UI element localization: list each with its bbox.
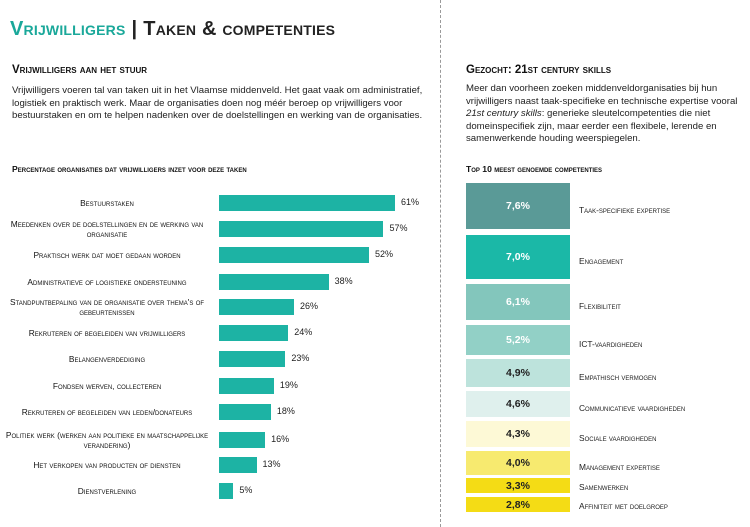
competency-label: ICT-vaardigheden bbox=[579, 339, 643, 349]
bar bbox=[219, 457, 257, 473]
bar-label: Rekruteren of begeleiden van leden/donat… bbox=[21, 407, 193, 417]
competency-value-box: 7,0% bbox=[466, 235, 570, 279]
bar-label: Fondsen werven, collecteren bbox=[52, 381, 162, 391]
competency-value-box: 4,3% bbox=[466, 421, 570, 447]
bar-label: Politiek werk (werken aan politieke en m… bbox=[5, 430, 209, 450]
competency-label: Flexibiliteit bbox=[579, 301, 621, 311]
bar bbox=[219, 404, 271, 420]
competency-value-box: 4,6% bbox=[466, 391, 570, 417]
bar bbox=[219, 195, 395, 211]
bar bbox=[219, 351, 286, 367]
bar-value-label: 61% bbox=[401, 197, 420, 207]
title-accent: Vrijwilligers bbox=[10, 18, 126, 40]
competency-label: Management expertise bbox=[579, 462, 660, 472]
bar-label: Belangenverdediging bbox=[68, 354, 146, 364]
bar bbox=[219, 432, 266, 448]
competency-label: Taak-specifieke expertise bbox=[579, 205, 671, 215]
right-paragraph: Meer dan voorheen zoeken middenveldorgan… bbox=[466, 83, 741, 146]
competency-value-box: 7,6% bbox=[466, 183, 570, 229]
bar-label: Standpuntbepaling van de organisatie ove… bbox=[9, 297, 205, 317]
competency-value-box: 6,1% bbox=[466, 284, 570, 320]
right-subtitle: Gezocht: 21st century skills bbox=[466, 64, 612, 76]
competency-value-box: 4,0% bbox=[466, 451, 570, 475]
bar-value-label: 24% bbox=[294, 327, 313, 337]
right-paragraph-emphasis: 21st century skills bbox=[466, 108, 542, 120]
bar bbox=[219, 299, 295, 315]
competency-value-box: 3,3% bbox=[466, 478, 570, 493]
bar-value-label: 19% bbox=[279, 380, 298, 390]
bar bbox=[219, 325, 289, 341]
competency-label: Empathisch vermogen bbox=[579, 372, 657, 382]
bar-value-label: 38% bbox=[334, 276, 353, 286]
competencies-title: Top 10 meest genoemde competenties bbox=[466, 164, 603, 174]
bar-chart-title: Percentage organisaties dat vrijwilliger… bbox=[12, 164, 247, 174]
competency-label: Communicatieve vaardigheden bbox=[579, 403, 686, 413]
bar-value-label: 16% bbox=[271, 434, 290, 444]
title-separator: | bbox=[131, 18, 138, 40]
bar-label: Bestuurstaken bbox=[80, 198, 134, 208]
bar-label: Praktisch werk dat moet gedaan worden bbox=[33, 250, 181, 260]
bar-value-label: 52% bbox=[375, 249, 394, 259]
competency-value-box: 2,8% bbox=[466, 497, 570, 512]
competency-value-box: 4,9% bbox=[466, 359, 570, 387]
competency-label: Affiniteit met doelgroep bbox=[579, 500, 668, 511]
right-paragraph-start: Meer dan voorheen zoeken middenveldorgan… bbox=[466, 83, 738, 107]
bar-label: Dienstverlening bbox=[77, 486, 137, 496]
competency-label: Sociale vaardigheden bbox=[579, 433, 657, 443]
bar bbox=[219, 378, 274, 394]
competency-label: Engagement bbox=[579, 256, 624, 266]
bar-label: Meedenken over de doelstellingen en de w… bbox=[10, 219, 204, 239]
title-rest: Taken & competenties bbox=[143, 18, 336, 40]
left-subtitle: Vrijwilligers aan het stuur bbox=[12, 64, 148, 76]
bar bbox=[219, 483, 234, 499]
bar-label: Het verkopen van producten of diensten bbox=[33, 460, 181, 470]
bar-value-label: 5% bbox=[239, 485, 253, 495]
column-divider bbox=[440, 0, 441, 527]
bar bbox=[219, 274, 329, 290]
left-paragraph: Vrijwilligers voeren tal van taken uit i… bbox=[12, 85, 423, 122]
bar-label: Rekruteren of begeleiden van vrijwillige… bbox=[28, 328, 186, 338]
page-title: Vrijwilligers | Taken & competenties bbox=[10, 18, 335, 41]
bar bbox=[219, 247, 370, 263]
bar-value-label: 23% bbox=[291, 353, 310, 363]
competency-value-box: 5,2% bbox=[466, 325, 570, 355]
bar-value-label: 57% bbox=[389, 223, 408, 233]
bar-value-label: 26% bbox=[300, 301, 319, 311]
bar-value-label: 18% bbox=[276, 406, 295, 416]
bar-label: Administratieve of logistieke ondersteun… bbox=[27, 277, 187, 287]
right-paragraph-end: : generieke sleutelcompetenties die niet… bbox=[466, 108, 717, 145]
bar bbox=[219, 221, 384, 237]
competency-label: Samenwerken bbox=[579, 481, 629, 492]
bar-value-label: 13% bbox=[262, 459, 281, 469]
